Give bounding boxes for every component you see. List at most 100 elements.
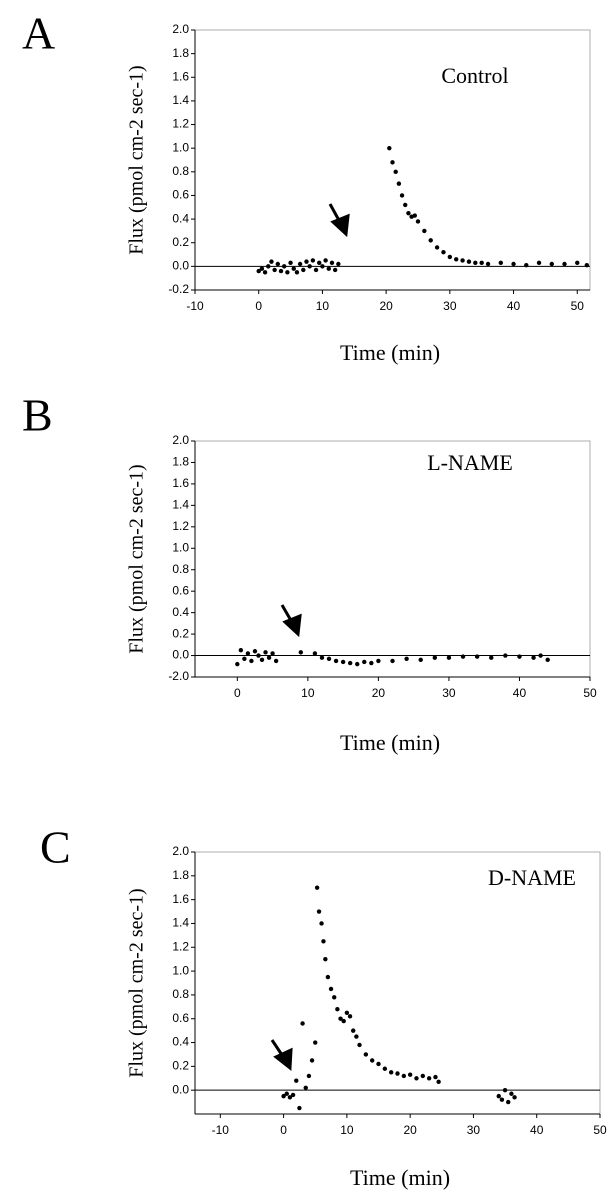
panel-label: A: [22, 8, 55, 59]
data-point: [388, 1070, 394, 1075]
data-point: [303, 1085, 308, 1091]
y-tick-label: 2.0: [172, 433, 189, 447]
y-tick-label: 1.2: [172, 939, 189, 953]
arrows: [270, 203, 350, 1071]
data-point: [313, 1040, 318, 1045]
data-point: [376, 658, 381, 664]
data-point: [351, 1028, 356, 1033]
y-tick-label: 0.2: [172, 1059, 189, 1073]
plot-frame: [194, 440, 591, 678]
data-point: [545, 657, 550, 663]
y-tick-label: 0.2: [172, 626, 189, 640]
data-point: [538, 653, 543, 658]
y-tick-label: 1.0: [172, 963, 189, 977]
data-point: [278, 268, 284, 274]
data-point: [499, 1097, 505, 1102]
data-point: [387, 145, 392, 151]
x-tick-label: 30: [442, 686, 456, 700]
y-tick-label: 1.4: [172, 916, 189, 930]
data-point: [498, 260, 504, 266]
data-point: [273, 658, 279, 664]
data-point: [309, 1058, 315, 1063]
data-point: [341, 1018, 346, 1024]
data-point: [433, 1074, 438, 1080]
x-tick-label: 40: [530, 1123, 544, 1137]
data-point: [242, 656, 247, 661]
data-point: [263, 650, 268, 655]
y-tick-label: 0.0: [172, 648, 189, 662]
y-tick-label: 0.2: [172, 235, 189, 249]
data-point: [256, 653, 261, 658]
data-point: [335, 1007, 340, 1012]
x-tick-label: 40: [513, 686, 527, 700]
data-point: [412, 213, 417, 218]
data-point: [426, 1076, 432, 1081]
data-point: [399, 193, 405, 198]
y-tick-label: 0.6: [172, 188, 189, 202]
data-point: [512, 1095, 517, 1100]
data-point: [313, 267, 319, 273]
x-axis-label: Time (min): [340, 340, 440, 365]
data-point: [294, 1078, 299, 1083]
data-point: [474, 654, 480, 659]
data-point: [284, 1091, 289, 1096]
y-axis-label: Flux (pmol cm-2 sec-1): [126, 888, 148, 1077]
y-axis-label: Flux (pmol cm-2 sec-1): [126, 464, 148, 653]
y-tick-label: 1.6: [172, 892, 189, 906]
data-point: [326, 266, 331, 271]
data-point: [266, 264, 271, 269]
y-tick-label: 2.0: [172, 22, 189, 36]
data-point: [259, 657, 265, 663]
data-point: [252, 649, 258, 654]
data-point: [479, 260, 484, 266]
data-point: [329, 260, 335, 266]
data-point: [340, 659, 346, 665]
data-point: [347, 660, 353, 666]
data-point: [287, 1095, 293, 1100]
data-point: [266, 655, 272, 660]
data-point: [290, 1092, 296, 1098]
data-point: [447, 254, 453, 260]
data-point: [332, 267, 338, 273]
data-point: [517, 654, 522, 659]
data-point: [418, 657, 423, 663]
data-point: [328, 986, 334, 992]
x-tick-label: 50: [583, 686, 597, 700]
y-tick-label: -2.0: [168, 669, 189, 683]
data-point: [420, 1073, 426, 1079]
y-tick-label: 0.4: [172, 605, 189, 619]
data-point: [317, 260, 322, 266]
data-point: [323, 258, 328, 263]
x-tick-label: 30: [467, 1123, 481, 1137]
x-tick-label: 50: [593, 1123, 607, 1137]
arrow-head: [330, 213, 350, 238]
y-tick-label: 1.8: [172, 868, 189, 882]
data-point: [434, 245, 440, 250]
data-point: [332, 995, 337, 1000]
x-tick-label: 20: [379, 299, 393, 313]
data-point: [256, 268, 261, 274]
data-point: [301, 267, 306, 273]
y-tick-label: 1.2: [172, 519, 189, 533]
data-point: [281, 1093, 286, 1099]
data-point: [312, 651, 318, 656]
data-point: [395, 1071, 400, 1076]
x-tick-label: 10: [301, 686, 315, 700]
data-point: [262, 270, 268, 275]
data-point: [297, 1105, 302, 1111]
data-point: [297, 261, 303, 267]
data-point: [496, 1093, 501, 1099]
data-point: [319, 921, 324, 926]
data-point: [422, 228, 427, 234]
data-point: [460, 258, 465, 263]
data-point: [288, 260, 293, 266]
data-point: [407, 1072, 413, 1077]
data-point: [270, 651, 275, 656]
x-tick-label: 0: [255, 299, 262, 313]
x-tick-label: 10: [316, 299, 330, 313]
data-point: [294, 270, 300, 275]
data-point: [414, 1076, 419, 1081]
y-tick-label: 0.0: [172, 259, 189, 273]
data-point: [406, 210, 411, 216]
